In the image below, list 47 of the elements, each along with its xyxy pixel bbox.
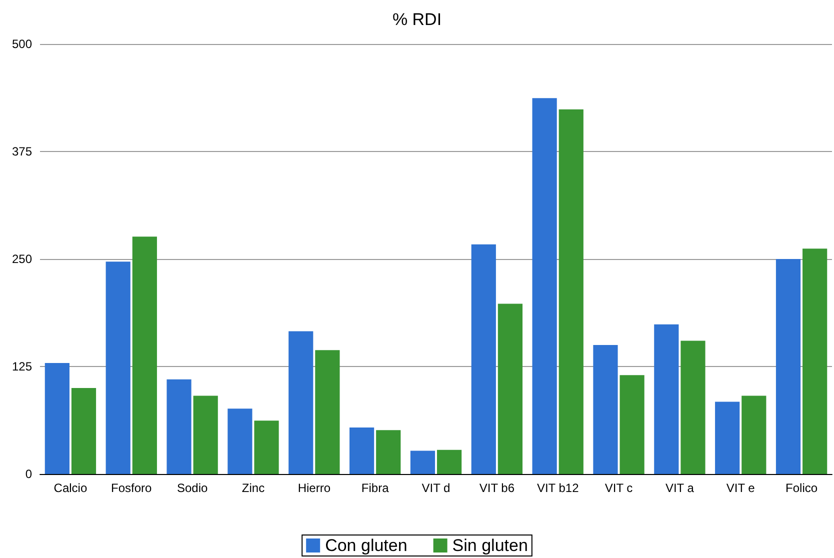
bar bbox=[498, 304, 523, 474]
bar bbox=[532, 98, 557, 474]
y-tick-label: 125 bbox=[12, 360, 32, 374]
y-tick-label: 0 bbox=[25, 467, 32, 481]
x-tick-label: Hierro bbox=[298, 481, 331, 495]
x-tick-label: VIT e bbox=[726, 481, 756, 495]
x-tick-label: Calcio bbox=[54, 481, 88, 495]
bar bbox=[315, 350, 340, 474]
x-tick-label: VIT a bbox=[665, 481, 694, 495]
x-tick-label: Sodio bbox=[176, 481, 208, 495]
bar bbox=[620, 375, 644, 474]
x-tick-label: Fosforo bbox=[111, 481, 152, 495]
bar bbox=[715, 402, 740, 474]
bar bbox=[228, 408, 252, 474]
y-tick-label: 250 bbox=[12, 252, 32, 266]
bar bbox=[193, 396, 218, 474]
bar bbox=[349, 428, 374, 474]
x-tick-label: VIT b6 bbox=[479, 481, 515, 495]
x-tick-label: Folico bbox=[786, 481, 818, 495]
bar bbox=[254, 420, 279, 474]
bar bbox=[802, 248, 828, 474]
bar bbox=[680, 340, 706, 474]
bar bbox=[132, 236, 157, 474]
x-tick-label: VIT b12 bbox=[536, 481, 580, 495]
bar bbox=[654, 324, 679, 474]
bar bbox=[436, 450, 462, 474]
bar bbox=[71, 388, 96, 474]
bar bbox=[166, 379, 192, 474]
bar bbox=[776, 259, 801, 474]
x-tick-label: Zinc bbox=[242, 481, 265, 495]
y-tick-label: 375 bbox=[12, 144, 32, 158]
bar bbox=[288, 331, 314, 474]
chart-title: % RDI bbox=[392, 10, 442, 29]
legend-label: Sin gluten bbox=[452, 536, 528, 555]
x-tick-label: VIT c bbox=[604, 481, 633, 495]
bar bbox=[410, 450, 436, 474]
legend-label: Con gluten bbox=[325, 536, 408, 555]
bar bbox=[106, 262, 130, 474]
bar bbox=[742, 396, 766, 474]
bar bbox=[44, 363, 70, 474]
bar bbox=[558, 109, 584, 474]
bar bbox=[471, 244, 496, 474]
x-tick-label: Fibra bbox=[361, 481, 390, 495]
x-tick-label: VIT d bbox=[422, 481, 450, 495]
bar bbox=[376, 430, 401, 474]
y-tick-label: 500 bbox=[12, 37, 32, 51]
bar bbox=[593, 345, 618, 474]
